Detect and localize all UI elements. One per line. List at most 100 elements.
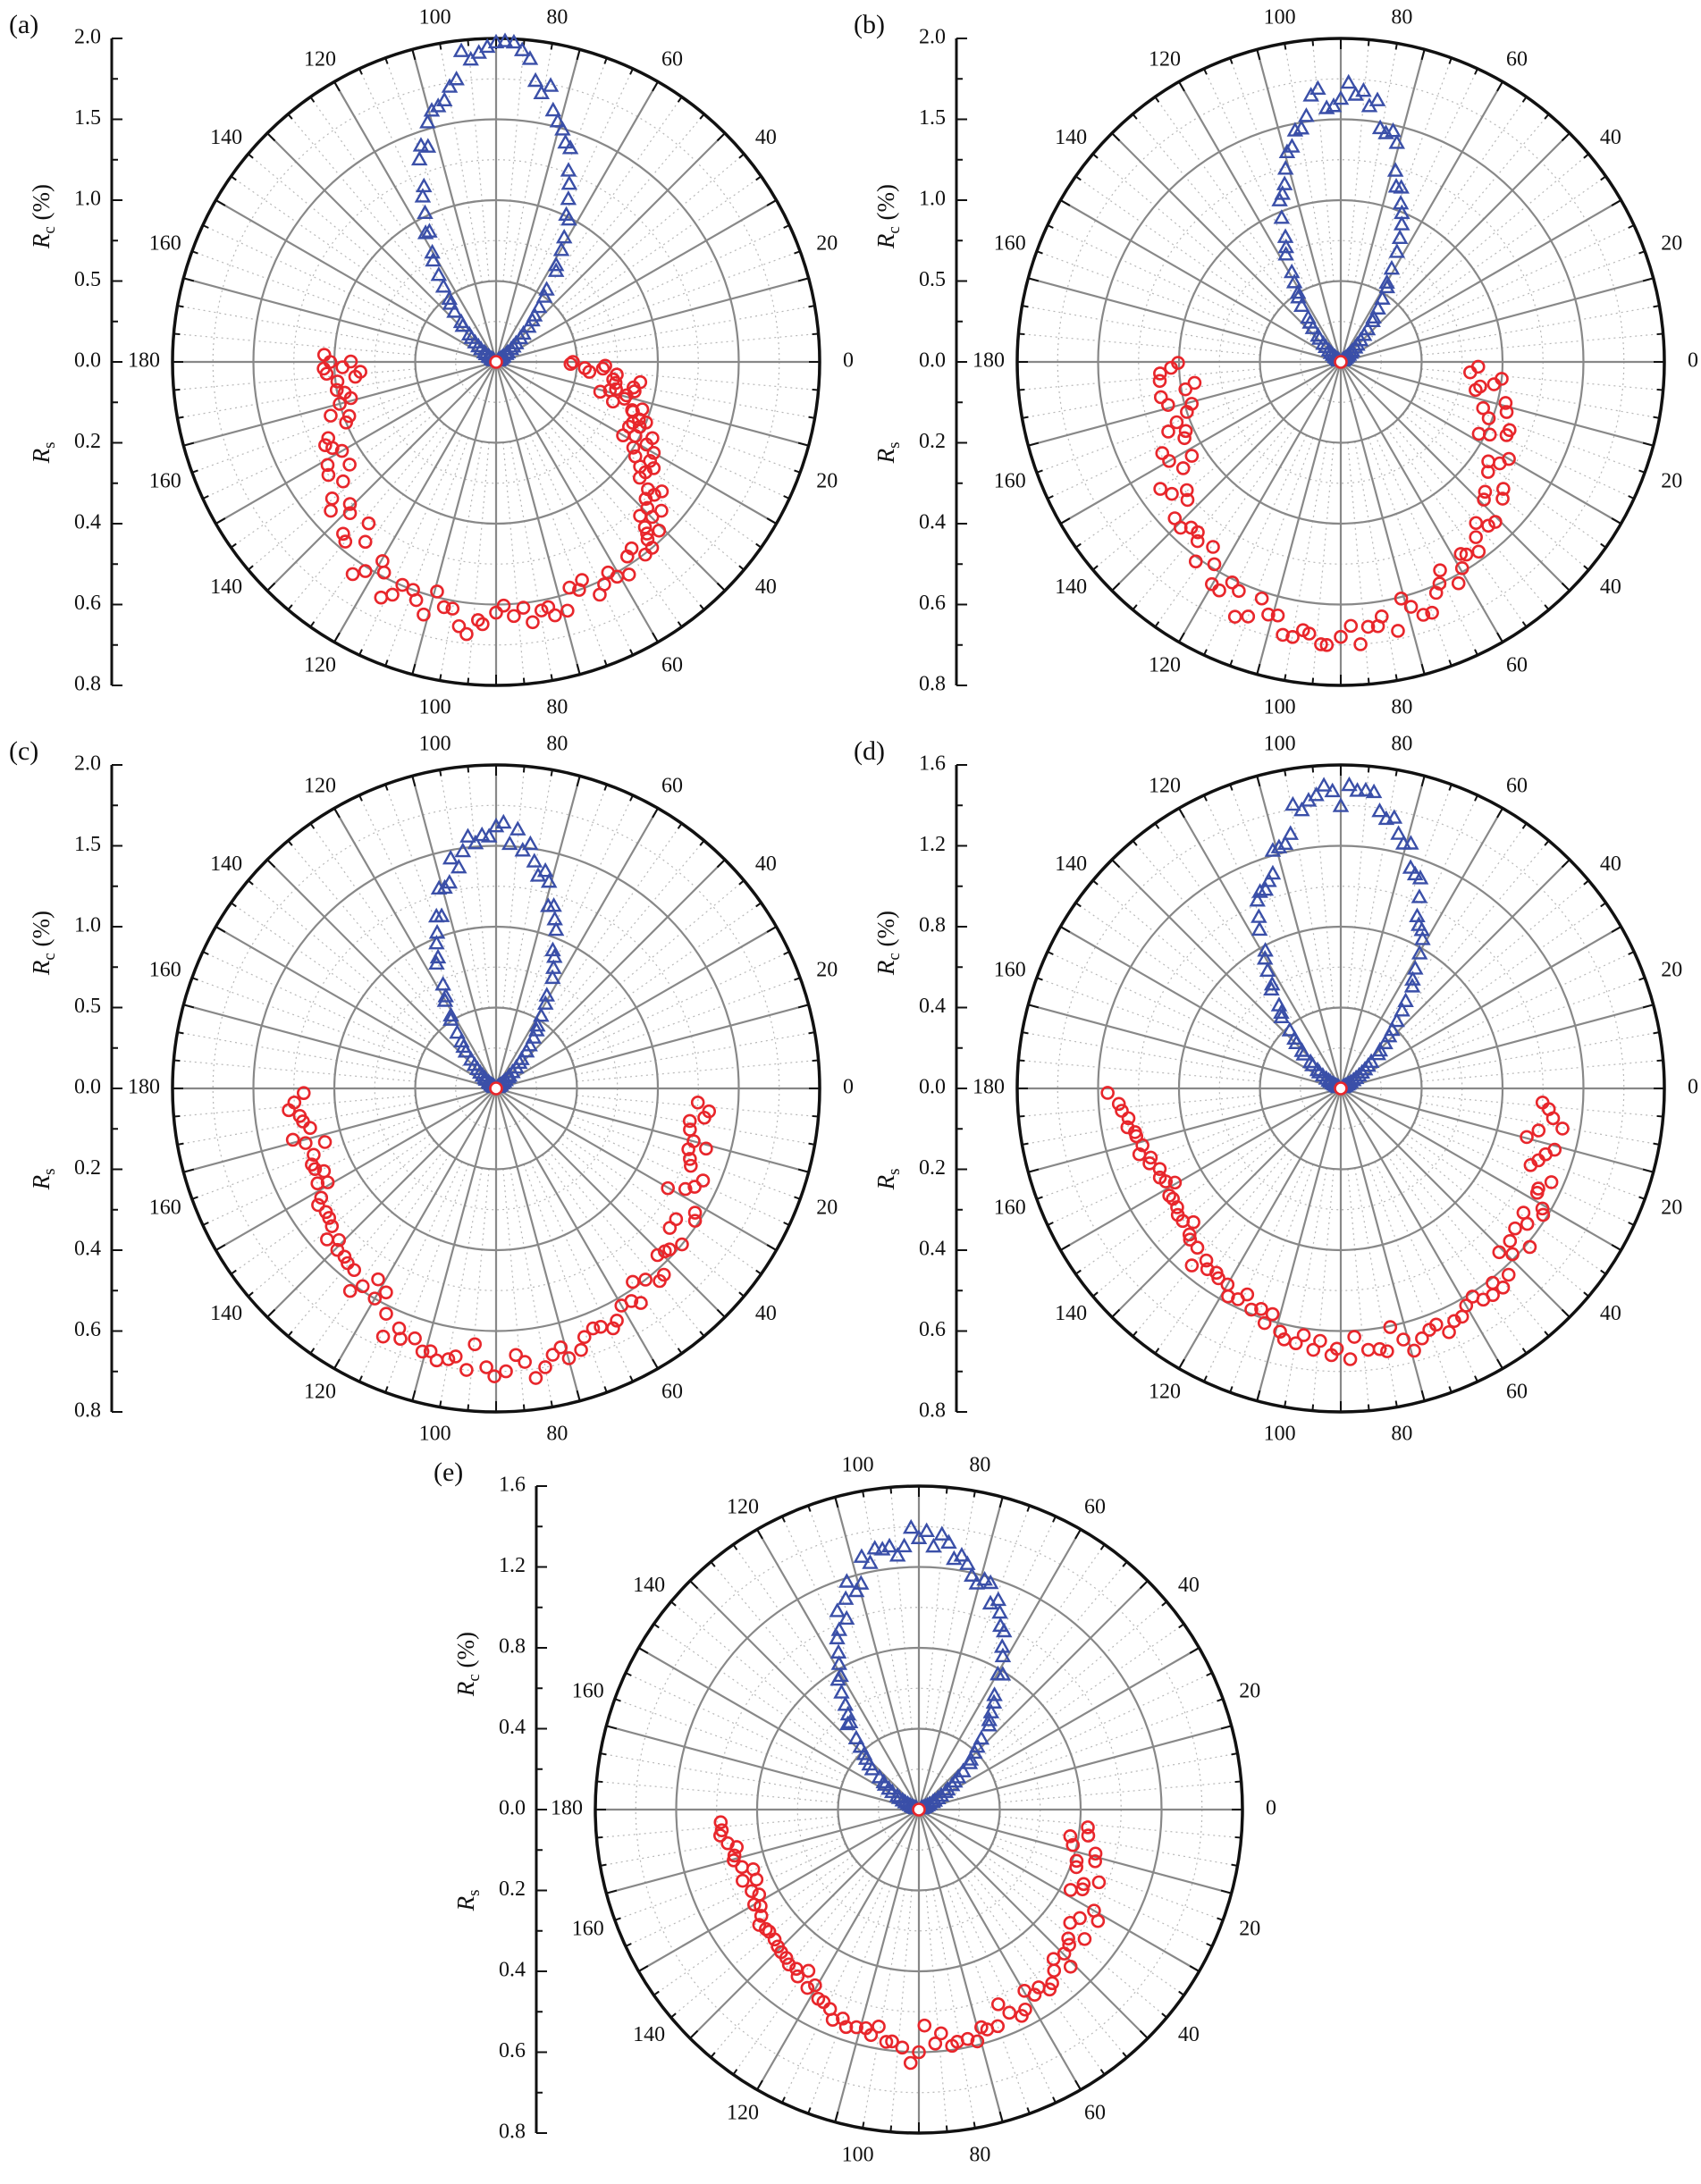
angle-label-bottom: 100	[419, 696, 451, 719]
ring-tick	[755, 542, 762, 549]
rc-triangle-marker	[449, 1023, 466, 1039]
ring-tick	[1231, 1752, 1238, 1756]
minor-grid-spoke	[547, 840, 705, 1028]
major-grid-spoke	[495, 807, 659, 1089]
rs-circle-marker	[1063, 1959, 1078, 1974]
angle-label-bottom: 60	[661, 1381, 683, 1404]
rc-triangle-marker	[430, 265, 448, 281]
minor-grid-spoke	[1402, 153, 1589, 311]
ring-tick	[1583, 565, 1589, 571]
rs-circle-marker	[595, 361, 611, 376]
rc-triangle-marker	[841, 1713, 859, 1729]
angle-label-top: 40	[1600, 126, 1621, 149]
major-grid-spoke	[1059, 199, 1342, 363]
rc-triangle-marker	[918, 1522, 935, 1538]
major-grid-spoke	[1028, 360, 1342, 447]
ring-tick	[756, 1528, 763, 1540]
major-grid-spoke	[215, 926, 497, 1089]
rc-triangle-marker	[1325, 97, 1343, 113]
rs-circle-marker	[1063, 1883, 1078, 1897]
rs-origin-marker	[912, 1802, 926, 1817]
rc-tick-label: 0.5	[74, 995, 101, 1018]
rc-triangle-marker	[560, 162, 577, 177]
ring-tick	[230, 1269, 237, 1275]
major-grid-spoke	[1111, 361, 1342, 592]
rs-circle-marker	[1433, 563, 1447, 577]
ring-tick	[439, 674, 442, 681]
ring-tick	[1544, 604, 1550, 610]
minor-grid-spoke	[384, 784, 469, 1013]
rs-circle-marker	[1142, 1156, 1157, 1171]
rc-triangle-marker	[1393, 215, 1410, 231]
rc-triangle-marker	[902, 1518, 920, 1534]
ring-tick	[614, 1698, 621, 1702]
rc-triangle-marker	[428, 934, 445, 950]
rs-tick-label: 0.2	[74, 1156, 101, 1180]
rs-circle-marker	[467, 1337, 482, 1352]
ring-tick	[1178, 632, 1185, 643]
rc-triangle-marker	[546, 910, 563, 926]
ring-tick	[1047, 224, 1054, 229]
rc-tick-label: 2.0	[919, 26, 946, 49]
rs-title-sub: s	[40, 441, 59, 448]
rs-circle-marker	[408, 1331, 422, 1346]
rc-triangle-marker	[451, 858, 467, 874]
ring-tick	[1189, 1965, 1200, 1972]
ring-tick	[652, 1358, 659, 1370]
angle-label-top: 40	[1600, 853, 1621, 876]
ring-tick	[1132, 113, 1138, 120]
ring-tick	[1018, 332, 1025, 336]
ring-tick	[1583, 153, 1589, 159]
major-grid-spoke	[1339, 1088, 1426, 1401]
rs-circle-marker	[341, 408, 357, 424]
rs-origin-marker	[489, 1081, 503, 1096]
rc-triangle-marker	[1259, 962, 1276, 978]
ring-tick	[1206, 1943, 1213, 1947]
rs-circle-marker	[1469, 382, 1483, 398]
minor-grid-spoke	[970, 1561, 1128, 1749]
angle-label-top: 140	[1055, 853, 1087, 876]
major-grid-spoke	[1178, 361, 1342, 643]
rc-triangle-marker	[521, 50, 539, 65]
major-grid-spoke	[266, 132, 497, 363]
rs-circle-marker	[1135, 1138, 1149, 1153]
angle-label-top: 120	[1149, 47, 1181, 71]
angle-label-bottom: 160	[994, 1196, 1026, 1219]
ring-tick	[834, 2111, 839, 2122]
minor-grid-spoke	[807, 1885, 892, 2114]
angle-label-bottom: 80	[1391, 1423, 1412, 1446]
rc-triangle-marker	[880, 1537, 898, 1553]
rs-circle-marker	[1360, 1342, 1376, 1357]
ring-tick	[1611, 1244, 1622, 1251]
rc-triangle-marker	[513, 41, 531, 56]
angle-label-top: 120	[727, 1495, 759, 1518]
rc-axis-title: Rc (%)	[28, 911, 59, 976]
ring-tick	[1420, 49, 1426, 61]
ring-tick	[1611, 517, 1622, 525]
rc-triangle-marker	[554, 121, 571, 136]
rc-triangle-marker	[1263, 980, 1280, 995]
angle-label-top: 160	[572, 1680, 604, 1703]
rs-circle-marker	[632, 470, 647, 485]
rc-triangle-marker	[1377, 810, 1395, 826]
rc-triangle-marker	[525, 1029, 543, 1044]
ring-tick	[202, 1222, 209, 1226]
rs-circle-marker	[1313, 1333, 1327, 1348]
rs-circle-marker	[307, 1147, 321, 1163]
major-grid-spoke	[411, 361, 498, 675]
ring-tick	[1561, 582, 1570, 592]
rs-circle-marker	[342, 497, 358, 511]
angle-label-bottom: 140	[1055, 575, 1087, 599]
rs-circle-marker	[1063, 1829, 1078, 1844]
rs-circle-marker	[1032, 1980, 1046, 1995]
rc-triangle-marker	[955, 1762, 972, 1777]
rc-triangle-marker	[526, 853, 543, 868]
major-grid-spoke	[333, 361, 497, 643]
rs-circle-marker	[1501, 1267, 1516, 1282]
ring-tick	[173, 388, 181, 391]
angle-label-bottom: 120	[727, 2102, 759, 2125]
rs-circle-marker	[1153, 366, 1167, 381]
rc-triangle-marker	[473, 826, 491, 842]
rc-triangle-marker	[1271, 191, 1288, 206]
ring-tick	[1284, 1400, 1287, 1407]
